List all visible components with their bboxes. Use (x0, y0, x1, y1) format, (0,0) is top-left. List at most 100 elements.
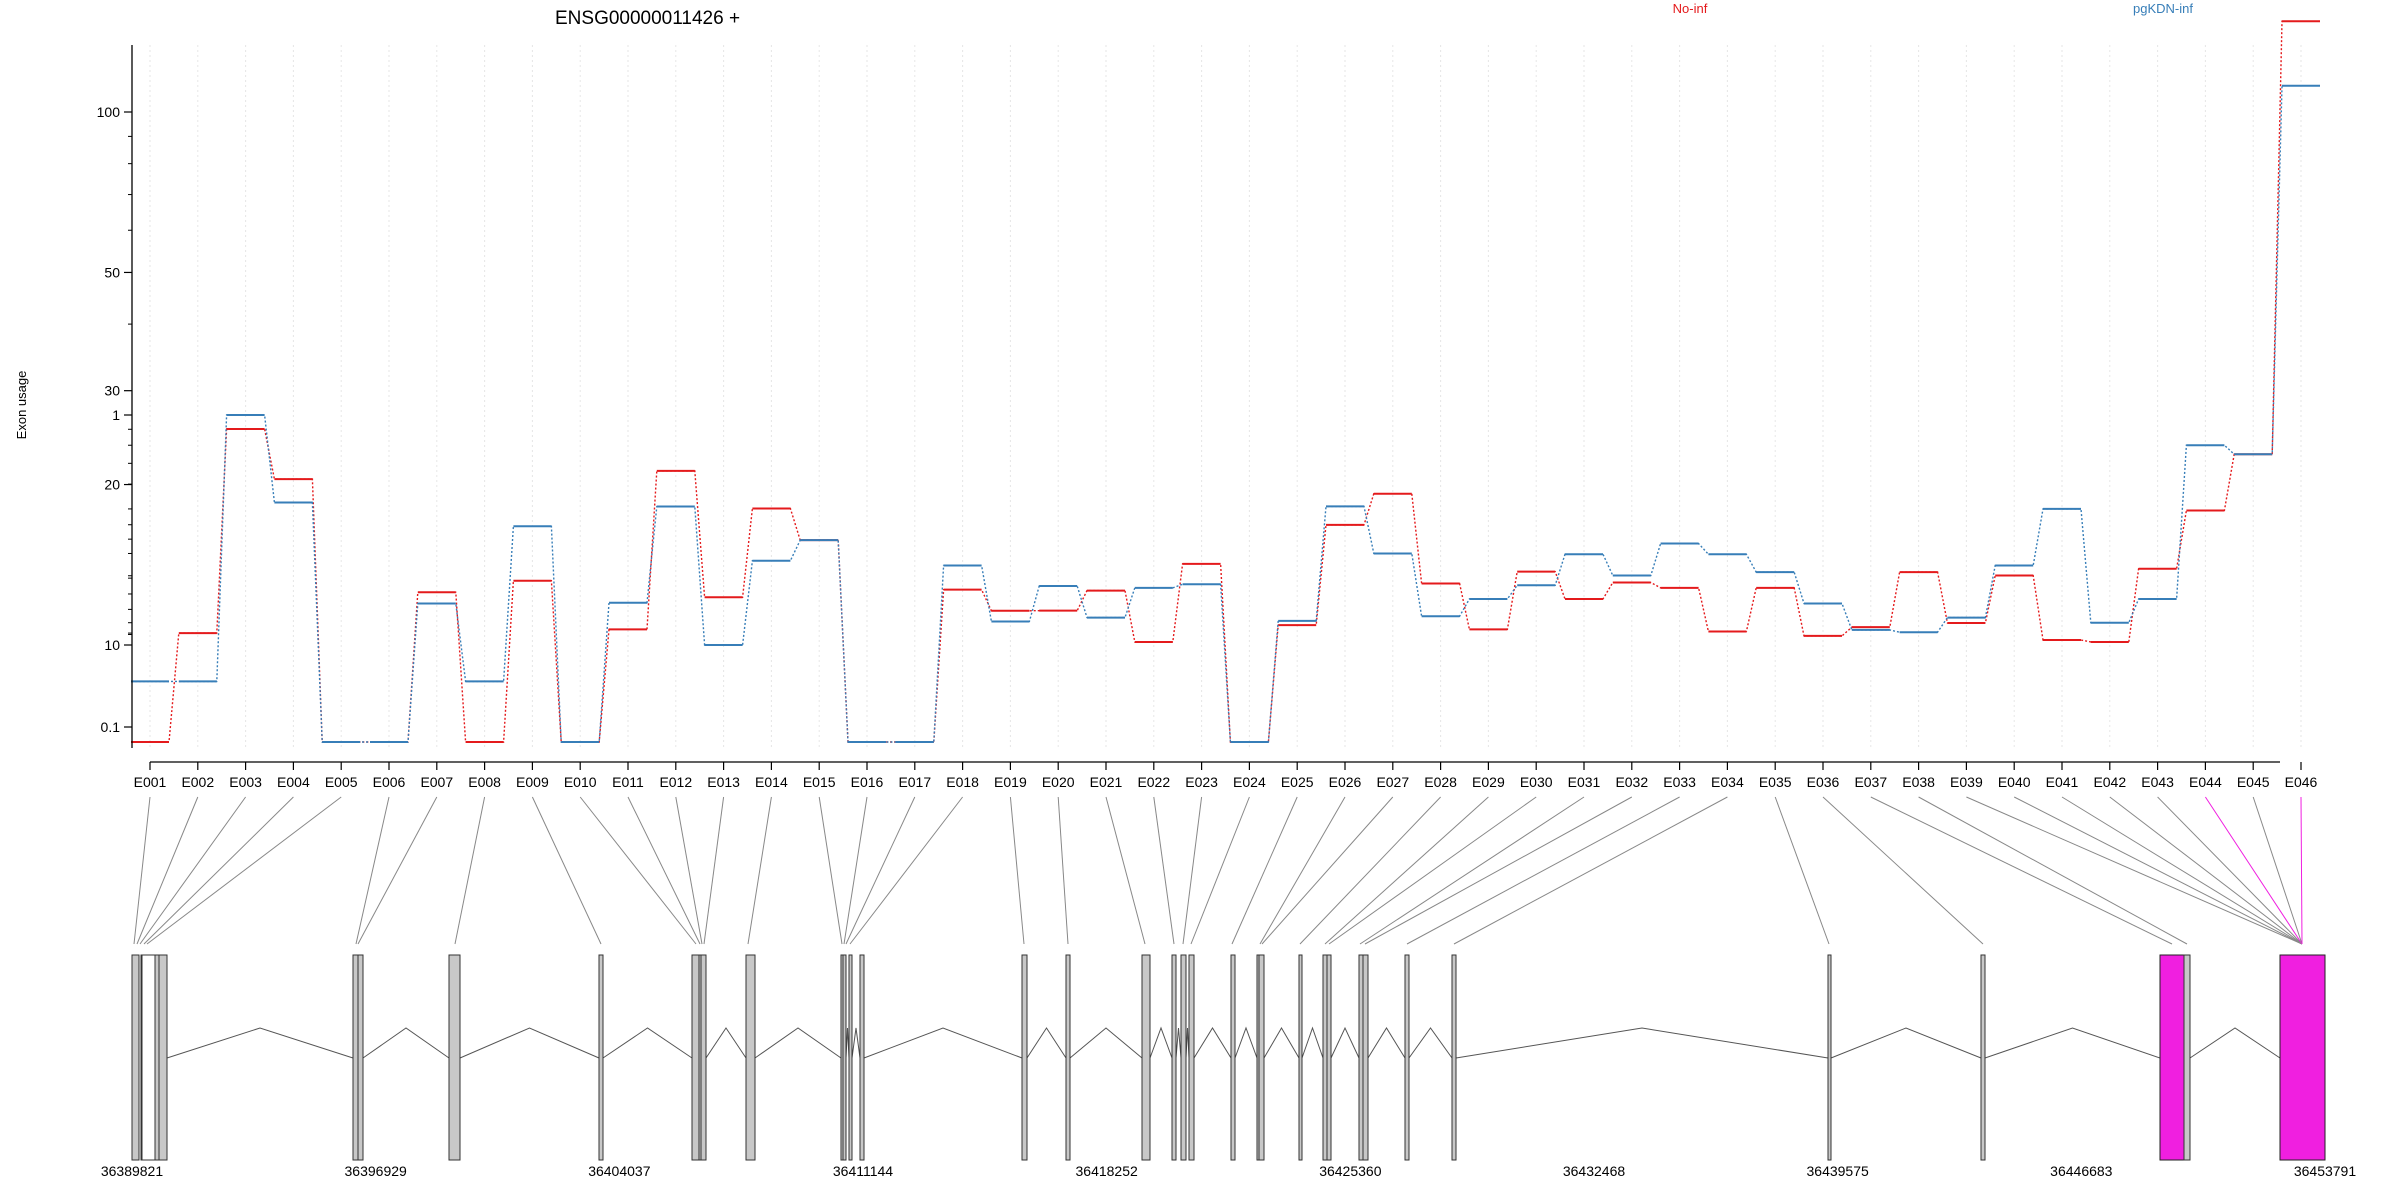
genomic-tick-label: 36411144 (833, 1163, 893, 1179)
x-tick-label-e025: E025 (1281, 774, 1314, 790)
intron (1263, 1027, 1300, 1059)
x-tick-label-e015: E015 (803, 774, 836, 790)
genomic-tick-label: 36396929 (345, 1163, 408, 1179)
gene-model (131, 954, 2326, 1161)
connector-e003 (139, 796, 247, 945)
series-lines (131, 20, 2320, 743)
exon-block (357, 954, 364, 1161)
x-tick-label-e042: E042 (2093, 774, 2126, 790)
exon-block (1362, 954, 1369, 1161)
intron (2189, 1027, 2281, 1059)
x-tick-label-e018: E018 (946, 774, 979, 790)
exon-block (1065, 954, 1071, 1161)
connector-e039 (1966, 796, 2303, 945)
connector-e033 (1406, 796, 1680, 945)
x-tick-label-e034: E034 (1711, 774, 1744, 790)
intron (705, 1027, 747, 1059)
exon-block (1298, 954, 1303, 1161)
exon-block (2159, 954, 2185, 1161)
connector-e037 (1870, 796, 2173, 945)
exon-block (1358, 954, 1364, 1161)
x-tick-label-e020: E020 (1042, 774, 1075, 790)
connector-e041 (2061, 796, 2303, 945)
exon-block (700, 954, 707, 1161)
y-tick-label: 1 (112, 407, 120, 423)
x-tick-label-e028: E028 (1424, 774, 1457, 790)
connector-e014 (747, 796, 772, 945)
x-tick-label-e021: E021 (1090, 774, 1123, 790)
intron (459, 1027, 600, 1059)
x-tick-label-e012: E012 (659, 774, 692, 790)
y-tick-label: 30 (104, 383, 120, 399)
intron (362, 1027, 450, 1059)
x-tick-label-e003: E003 (229, 774, 262, 790)
genomic-tick-label: 36453791 (2294, 1163, 2357, 1179)
genomic-tick-label: 36404037 (588, 1163, 651, 1179)
x-tick-label-e007: E007 (420, 774, 453, 790)
connector-e036 (1822, 796, 1984, 945)
x-tick-label-e031: E031 (1568, 774, 1601, 790)
connector-e032 (1364, 796, 1633, 945)
x-tick-label-e040: E040 (1998, 774, 2031, 790)
connector-e008 (454, 796, 486, 945)
exon-block (1230, 954, 1236, 1161)
x-tick-label-e009: E009 (516, 774, 549, 790)
y-tick-label: 50 (104, 264, 120, 280)
x-tick-label-e008: E008 (468, 774, 501, 790)
intron (754, 1027, 842, 1059)
legend-pgkdn-inf: pgKDN-inf (2133, 1, 2193, 16)
intron (1455, 1027, 1829, 1059)
connector-e027 (1261, 796, 1394, 945)
exon-block (1322, 954, 1328, 1161)
x-tick-label-e035: E035 (1759, 774, 1792, 790)
connector-e046 (2300, 796, 2303, 945)
connector-e023 (1182, 796, 1203, 945)
x-tick-label-e024: E024 (1233, 774, 1266, 790)
connector-e021 (1105, 796, 1146, 945)
x-tick-label-e043: E043 (2141, 774, 2174, 790)
x-tick-label-e030: E030 (1520, 774, 1553, 790)
exon-block (691, 954, 700, 1161)
connector-e034 (1453, 796, 1728, 945)
x-tick-label-e014: E014 (755, 774, 788, 790)
legend-no-inf: No-inf (1673, 1, 1708, 16)
x-tick-label-e016: E016 (851, 774, 884, 790)
intron (1175, 1027, 1182, 1059)
genomic-tick-label: 36418252 (1076, 1163, 1139, 1179)
exon-block (1258, 954, 1265, 1161)
y-axis: 0.1 1 10 20 30 50 100 (97, 45, 133, 748)
connector-e020 (1057, 796, 1069, 945)
connector-e001 (133, 796, 151, 945)
connector-e004 (143, 796, 294, 945)
x-tick-label-e026: E026 (1329, 774, 1362, 790)
intron (1408, 1027, 1453, 1059)
connector-e031 (1359, 796, 1585, 945)
exon-block (2183, 954, 2191, 1161)
connector-e009 (531, 796, 602, 945)
x-tick-label-e002: E002 (181, 774, 214, 790)
exon-block (2279, 954, 2326, 1161)
y-tick-label: 0.1 (101, 719, 121, 735)
intron (851, 1027, 861, 1059)
x-tick-label-e039: E039 (1950, 774, 1983, 790)
connector-e038 (1918, 796, 2188, 945)
exon-block (1404, 954, 1410, 1161)
intron (1984, 1027, 2161, 1059)
connector-e007 (357, 796, 438, 945)
connector-e025 (1231, 796, 1298, 945)
exon-block (448, 954, 461, 1161)
connector-e028 (1299, 796, 1441, 945)
x-tick-label-e022: E022 (1137, 774, 1170, 790)
connector-e030 (1328, 796, 1537, 945)
connector-e012 (675, 796, 703, 945)
connector-e002 (136, 796, 199, 945)
x-tick-label-e023: E023 (1185, 774, 1218, 790)
intron (166, 1027, 354, 1059)
intron (863, 1027, 1023, 1059)
connector-e035 (1774, 796, 1830, 945)
exon-block (1827, 954, 1832, 1161)
x-tick-label-e045: E045 (2237, 774, 2270, 790)
x-tick-label-e019: E019 (994, 774, 1027, 790)
connector-e044 (2204, 796, 2303, 945)
y-tick-label: 10 (104, 637, 120, 653)
